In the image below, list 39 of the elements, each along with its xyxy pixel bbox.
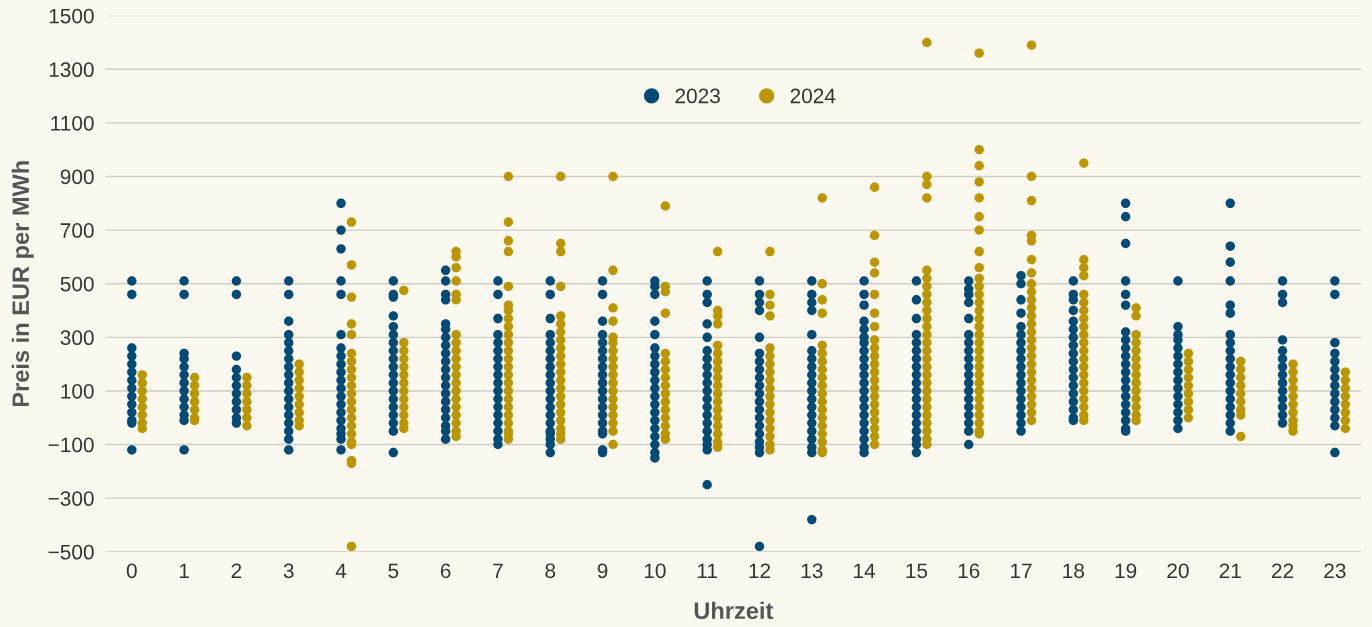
- x-tick-label: 23: [1324, 563, 1346, 579]
- x-tick-label: 5: [388, 563, 399, 579]
- y-tick-label: 700: [60, 223, 94, 238]
- x-tick-label: 13: [801, 563, 823, 579]
- x-tick-label: 7: [493, 563, 503, 578]
- x-tick-label: 17: [1011, 563, 1032, 578]
- x-tick-label: 16: [958, 563, 980, 579]
- y-tick-label: 1500: [49, 8, 94, 24]
- x-tick-label: 20: [1167, 563, 1189, 579]
- x-tick-label: 0: [126, 563, 137, 579]
- x-tick-label: 19: [1115, 563, 1137, 579]
- x-tick-label: 12: [749, 563, 771, 578]
- x-tick-label: 8: [545, 563, 556, 579]
- x-tick-label: 1: [179, 563, 189, 578]
- x-tick-label: 2: [231, 563, 242, 578]
- y-tick-label: 500: [60, 276, 94, 292]
- y-tick-label: 100: [61, 383, 94, 399]
- y-tick-label: 900: [60, 169, 94, 185]
- x-tick-label: 21: [1219, 563, 1241, 578]
- x-tick-label: 15: [906, 563, 928, 579]
- x-tick-label: 9: [597, 563, 608, 579]
- x-tick-label: 14: [854, 563, 876, 578]
- y-tick-label: −500: [48, 544, 94, 560]
- legend-label: 2023: [675, 88, 720, 104]
- y-axis-title: Preis in EUR per MWh: [11, 161, 34, 407]
- y-tick-label: 1300: [49, 62, 94, 78]
- x-tick-label: 11: [697, 563, 717, 578]
- x-tick-label: 4: [335, 563, 347, 578]
- y-tick-label: 300: [60, 330, 94, 346]
- y-tick-label: −300: [48, 491, 94, 506]
- y-tick-label: −100: [48, 437, 94, 453]
- x-axis-title: Uhrzeit: [694, 601, 774, 620]
- y-tick-label: 1100: [51, 115, 94, 131]
- x-tick-label: 6: [440, 563, 451, 579]
- x-tick-label: 3: [283, 563, 294, 579]
- legend-label: 2024: [790, 88, 836, 104]
- x-tick-label: 18: [1063, 563, 1085, 579]
- x-tick-label: 22: [1272, 563, 1294, 578]
- x-tick-label: 10: [644, 563, 666, 579]
